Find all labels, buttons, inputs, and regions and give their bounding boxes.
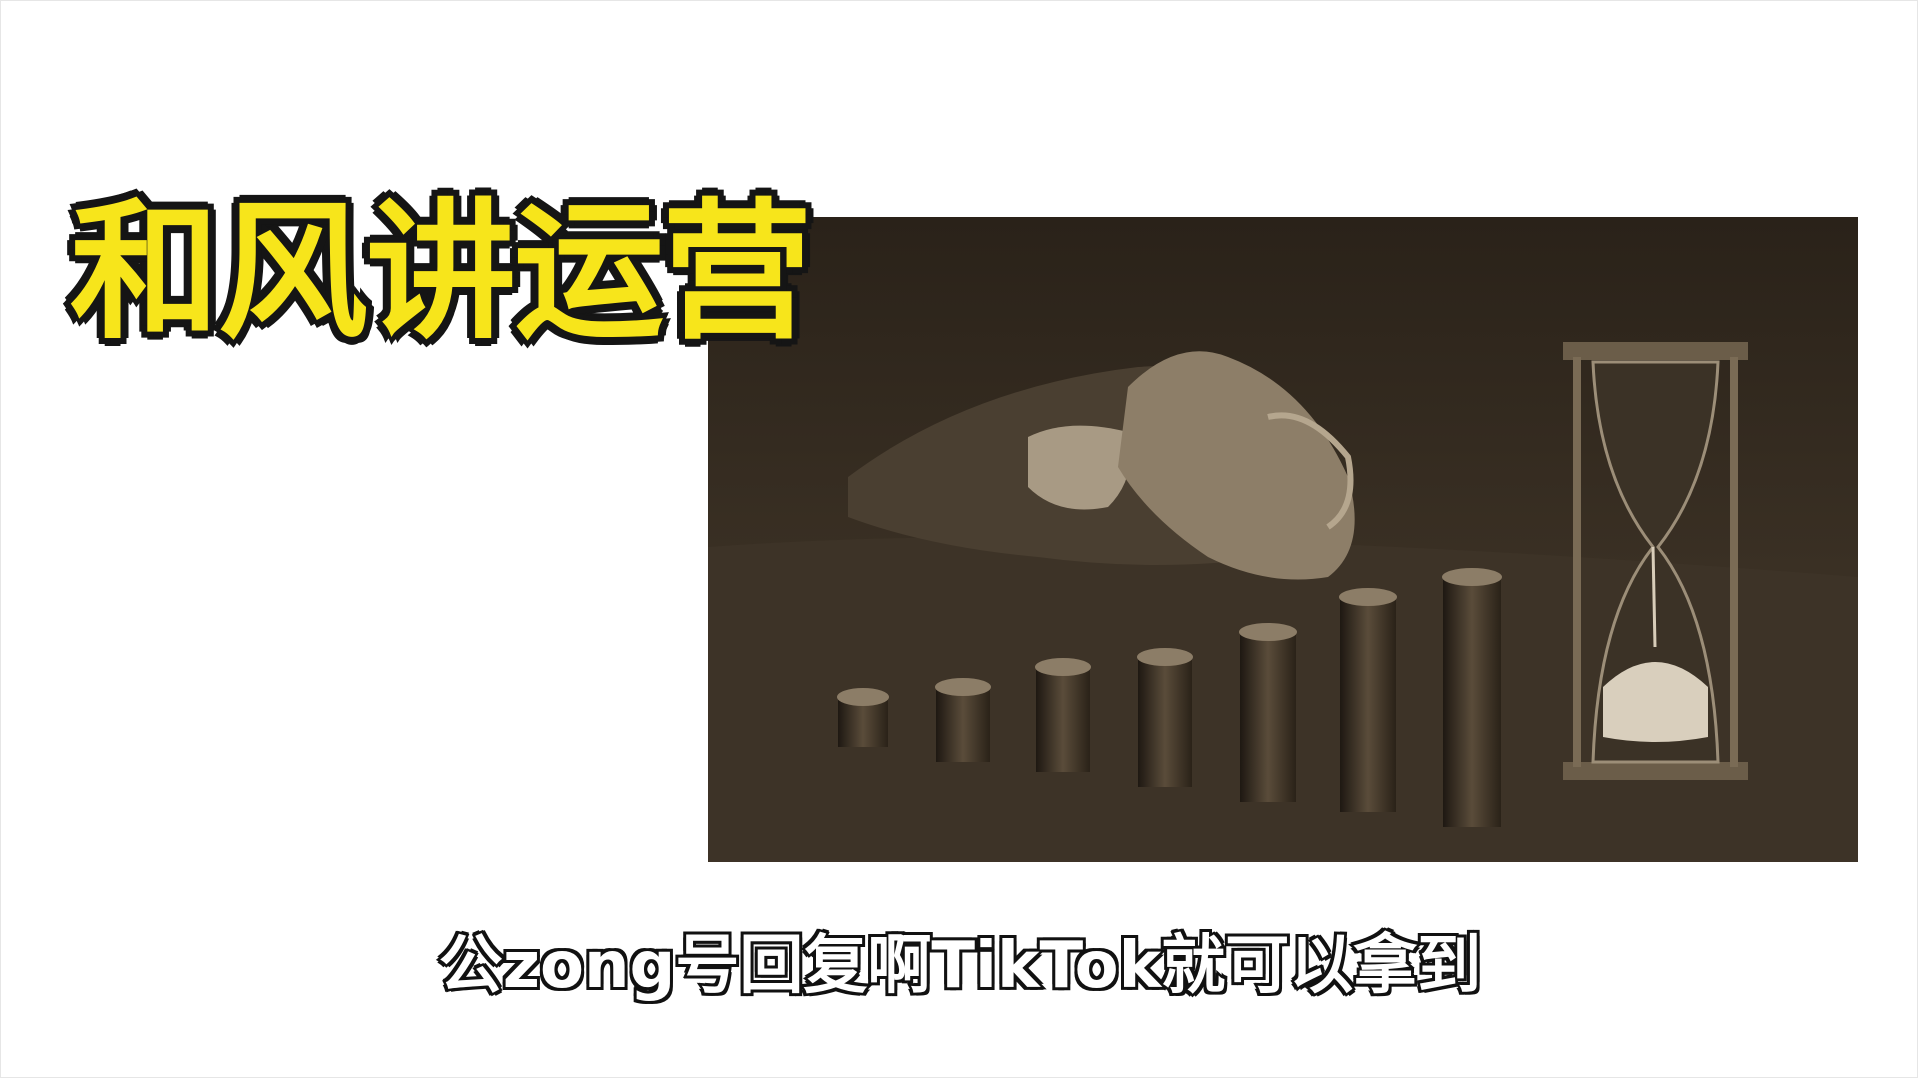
coin-top-5	[1239, 623, 1297, 641]
hand	[1118, 351, 1355, 580]
coin-stack-3	[1036, 667, 1090, 772]
hand-highlight	[1267, 412, 1354, 530]
hourglass-sand	[1603, 662, 1708, 742]
hourglass-glass	[1591, 360, 1720, 764]
coin-stack-4	[1138, 657, 1192, 787]
photo-illustration	[708, 217, 1858, 862]
hourglass-bottom-cap	[1563, 762, 1748, 780]
coin-top-7	[1442, 568, 1502, 586]
coin-top-2	[935, 678, 991, 696]
coin-top-1	[837, 688, 889, 706]
channel-title: 和风讲运营	[67, 185, 815, 361]
shirt-cuff	[1028, 425, 1131, 510]
falling-sand	[1651, 546, 1657, 648]
hourglass-top-cap	[1563, 342, 1748, 360]
coin-top-4	[1137, 648, 1193, 666]
coin-stack-6	[1340, 597, 1396, 812]
photo-coins-hourglass	[708, 217, 1858, 862]
coin-top-6	[1339, 588, 1397, 606]
hourglass-post-left	[1573, 357, 1581, 767]
coin-stack-5	[1240, 632, 1296, 802]
coin-stack-2	[936, 687, 990, 762]
hourglass-post-right	[1730, 357, 1738, 767]
coin-top-3	[1035, 658, 1091, 676]
coin-stacks	[837, 568, 1502, 827]
hourglass	[1563, 342, 1748, 780]
video-subtitle: 公zong号回复啊TikTok就可以拿到	[436, 927, 1483, 1006]
coin-stack-7	[1443, 577, 1501, 827]
